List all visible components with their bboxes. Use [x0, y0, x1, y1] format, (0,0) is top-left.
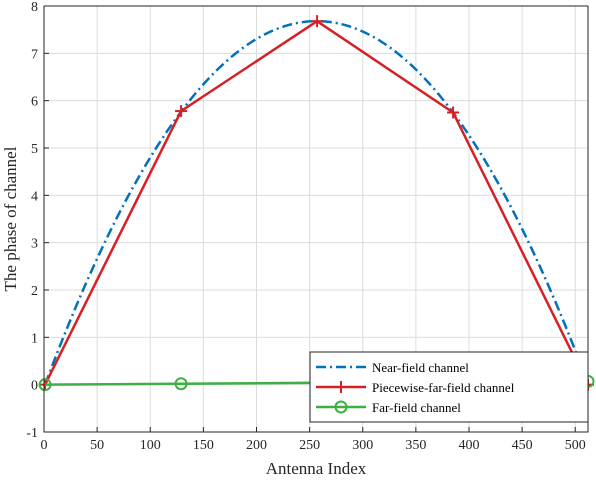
circle-marker [174, 377, 188, 391]
x-tick-label: 100 [140, 438, 161, 453]
y-tick-label: 2 [31, 284, 38, 299]
y-tick-label: 6 [31, 95, 38, 110]
x-tick-label: 0 [41, 438, 48, 453]
y-tick-label: 8 [31, 0, 38, 15]
y-tick-label: 4 [31, 189, 38, 204]
x-tick-label: 450 [512, 438, 533, 453]
legend-label-2: Piecewise-far-field channel [372, 380, 515, 395]
y-axis-label: The phase of channel [1, 146, 20, 291]
plot-frame [43, 5, 589, 433]
x-tick-label: 50 [90, 438, 104, 453]
x-tick-label: 300 [352, 438, 373, 453]
legend: Near-field channel Piecewise-far-field ch… [309, 351, 589, 423]
x-axis-label: Antenna Index [266, 459, 367, 478]
y-tick-label: 3 [31, 237, 38, 252]
x-tick-label: 250 [299, 438, 320, 453]
plus-marker [447, 106, 460, 119]
plus-marker [311, 15, 324, 28]
axis-ticks: 0 50 100 150 200 250 300 350 400 450 500-101234567… [26, 0, 585, 453]
series-line-1 [43, 19, 590, 386]
y-tick-label: -1 [26, 426, 38, 441]
x-tick-label: 150 [193, 438, 214, 453]
x-tick-label: 350 [405, 438, 426, 453]
y-tick-label: 1 [31, 331, 38, 346]
x-tick-label: 200 [246, 438, 267, 453]
legend-label-3: Far-field channel [372, 400, 461, 415]
series-group [38, 15, 595, 392]
y-tick-label: 5 [31, 142, 38, 157]
y-tick-label: 7 [31, 47, 38, 62]
y-tick-label: 0 [31, 379, 38, 394]
legend-circle [334, 400, 348, 414]
x-tick-label: 500 [565, 438, 586, 453]
circle-marker [38, 378, 52, 392]
legend-label-1: Near-field channel [372, 360, 469, 375]
series-line-2 [43, 19, 590, 386]
x-tick-label: 400 [459, 438, 480, 453]
plus-marker [175, 105, 188, 118]
